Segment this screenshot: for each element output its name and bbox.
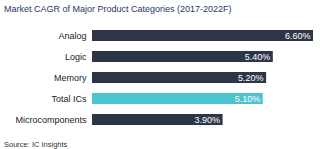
svg-text:5.10%: 5.10% bbox=[235, 94, 261, 104]
svg-text:6.60%: 6.60% bbox=[285, 31, 311, 41]
svg-text:3.90%: 3.90% bbox=[195, 115, 221, 125]
html-text:Market CAGR of Major Product C: Market CAGR of Major Product Categories … bbox=[4, 4, 232, 14]
svg-text:Analog: Analog bbox=[58, 31, 86, 41]
svg-text:Memory: Memory bbox=[54, 73, 87, 83]
svg-text:Logic: Logic bbox=[65, 52, 87, 62]
svg-text:Microcomponents: Microcomponents bbox=[15, 115, 87, 125]
svg-text:Total ICs: Total ICs bbox=[51, 94, 87, 104]
svg-text:5.40%: 5.40% bbox=[245, 52, 271, 62]
svg-text:5.20%: 5.20% bbox=[238, 73, 264, 83]
html-text:Source: IC Insights: Source: IC Insights bbox=[4, 140, 68, 149]
